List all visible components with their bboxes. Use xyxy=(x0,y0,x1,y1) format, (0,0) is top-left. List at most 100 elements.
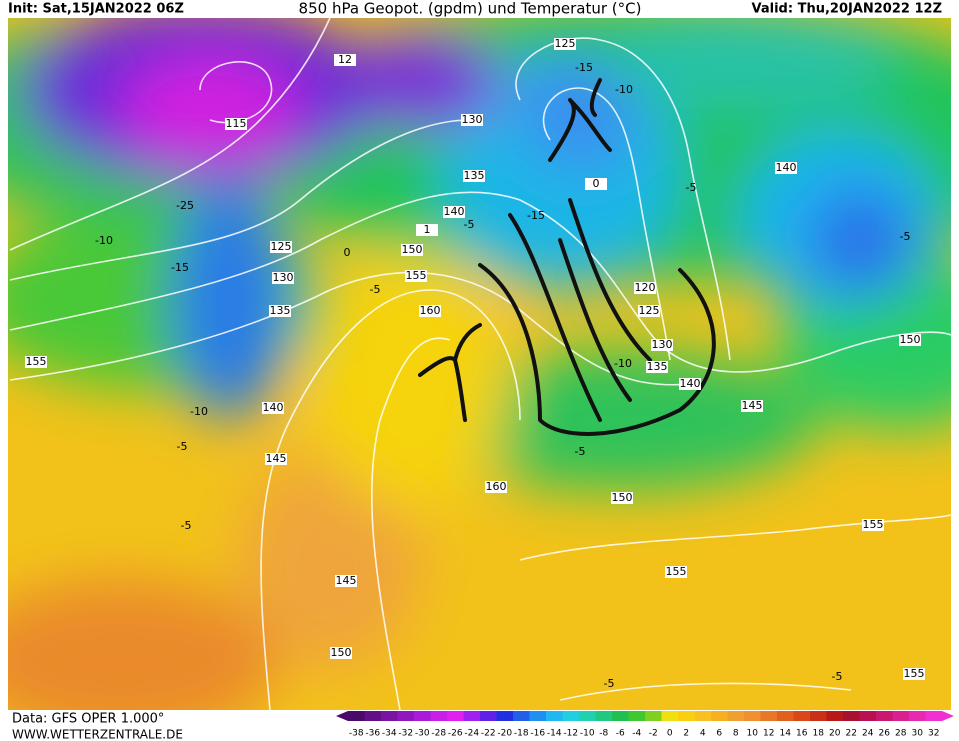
temperature-label: -5 xyxy=(686,181,697,194)
scale-label: 18 xyxy=(813,729,825,739)
scale-label: 26 xyxy=(879,729,891,739)
geopotential-label: 12 xyxy=(338,53,352,66)
scale-label: 4 xyxy=(700,729,706,739)
temperature-label: -10 xyxy=(190,405,208,418)
scale-label: 8 xyxy=(733,729,739,739)
temperature-label: -15 xyxy=(527,209,545,222)
scale-label: -28 xyxy=(431,729,446,739)
geopotential-label-box xyxy=(25,356,47,368)
scale-label: -34 xyxy=(382,729,397,739)
geopotential-label-box xyxy=(611,492,633,504)
scale-label: 10 xyxy=(747,729,759,739)
scale-label: -6 xyxy=(616,729,625,739)
geopotential-label: 125 xyxy=(639,304,660,317)
temperature-label: -5 xyxy=(604,677,615,690)
scale-label: -32 xyxy=(398,729,413,739)
scale-label: 32 xyxy=(928,729,939,739)
scale-swatch xyxy=(529,711,546,721)
scale-swatch xyxy=(760,711,777,721)
scale-label: -36 xyxy=(365,729,380,739)
temperature-label: -10 xyxy=(614,357,632,370)
temperature-label: -5 xyxy=(181,519,192,532)
trend-arrows xyxy=(418,78,716,436)
scale-swatch xyxy=(909,711,926,721)
geopotential-label-box xyxy=(443,206,465,218)
geopotential-label: 135 xyxy=(647,360,668,373)
scale-swatch xyxy=(892,711,909,721)
scale-swatch xyxy=(810,711,827,721)
scale-swatch xyxy=(876,711,893,721)
geopotential-label: 155 xyxy=(666,565,687,578)
header-bar xyxy=(0,0,959,18)
scale-swatch xyxy=(777,711,794,721)
temperature-label: -5 xyxy=(464,218,475,231)
scale-swatch xyxy=(645,711,662,721)
temperature-label: -10 xyxy=(95,234,113,247)
geopotential-label-box xyxy=(638,305,660,317)
geopotential-label: 145 xyxy=(266,452,287,465)
map-title: 850 hPa Geopot. (gpdm) und Temperatur (°… xyxy=(299,0,642,18)
geopotential-label-box xyxy=(270,241,292,253)
scale-arrow-right xyxy=(942,711,954,721)
scale-swatch xyxy=(661,711,678,721)
temperature-label: 0 xyxy=(344,246,351,259)
scale-swatch xyxy=(826,711,843,721)
temperature-label: -5 xyxy=(575,445,586,458)
temperature-label: -25 xyxy=(176,199,194,212)
geopotential-label-box xyxy=(463,170,485,182)
geopotential-label: 130 xyxy=(462,113,483,126)
geopotential-label: 150 xyxy=(331,646,352,659)
scale-label: -24 xyxy=(464,729,479,739)
scale-label: -16 xyxy=(530,729,545,739)
geopotential-label-box xyxy=(330,647,352,659)
geopotential-label: 140 xyxy=(263,401,284,414)
contour-labels: 125 115 130 135 140 125 150 130 155 135 160 155 140 1… xyxy=(25,37,925,690)
geopotential-label: 115 xyxy=(226,117,247,130)
scale-swatch xyxy=(496,711,513,721)
valid-time: Valid: Thu,20JAN2022 12Z xyxy=(752,2,942,17)
temperature-label: -5 xyxy=(370,283,381,296)
geopotential-label: 160 xyxy=(420,304,441,317)
website: WWW.WETTERZENTRALE.DE xyxy=(12,728,183,741)
geopotential-label: 135 xyxy=(464,169,485,182)
scale-label: 30 xyxy=(912,729,924,739)
temperature-label: -15 xyxy=(575,61,593,74)
geopotential-label-box xyxy=(679,378,701,390)
scale-label: 6 xyxy=(716,729,722,739)
scale-swatch xyxy=(546,711,563,721)
scale-swatch xyxy=(579,711,596,721)
geopotential-label-box xyxy=(269,305,291,317)
geopotential-label: 130 xyxy=(273,271,294,284)
scale-swatch xyxy=(513,711,530,721)
scale-swatch xyxy=(397,711,414,721)
scale-swatch xyxy=(843,711,860,721)
scale-label: 24 xyxy=(862,729,874,739)
geopotential-label: 125 xyxy=(555,37,576,50)
scale-label: -14 xyxy=(547,729,562,739)
geopotential-label: 145 xyxy=(336,574,357,587)
geopotential-label: 160 xyxy=(486,480,507,493)
temperature-label: -10 xyxy=(615,83,633,96)
geopotential-label: 155 xyxy=(406,269,427,282)
scale-arrow-left xyxy=(336,711,348,721)
geopotential-label: 0 xyxy=(593,177,600,190)
scale-label: 12 xyxy=(763,729,774,739)
geopotential-label-box xyxy=(419,305,441,317)
geopotential-label-box xyxy=(585,178,607,190)
scale-label: 20 xyxy=(829,729,841,739)
geopotential-label-box xyxy=(265,453,287,465)
geopotential-label: 150 xyxy=(612,491,633,504)
temperature-label: -5 xyxy=(832,670,843,683)
temperature-label: -5 xyxy=(177,440,188,453)
color-scale: -38 -36 -34 -32 -30 -28 -26 -24 -22 -20 -18 -16 -14-… xyxy=(336,711,954,739)
geopotential-label-box xyxy=(651,339,673,351)
geopotential-label: 125 xyxy=(271,240,292,253)
geopotential-label: 140 xyxy=(444,205,465,218)
scale-swatch xyxy=(480,711,497,721)
geopotential-label-box xyxy=(461,114,483,126)
geopotential-label-box xyxy=(401,244,423,256)
geopotential-label-box xyxy=(741,400,763,412)
data-source: Data: GFS OPER 1.000° xyxy=(12,712,164,727)
geopotential-label: 140 xyxy=(776,161,797,174)
scale-label: 22 xyxy=(846,729,857,739)
